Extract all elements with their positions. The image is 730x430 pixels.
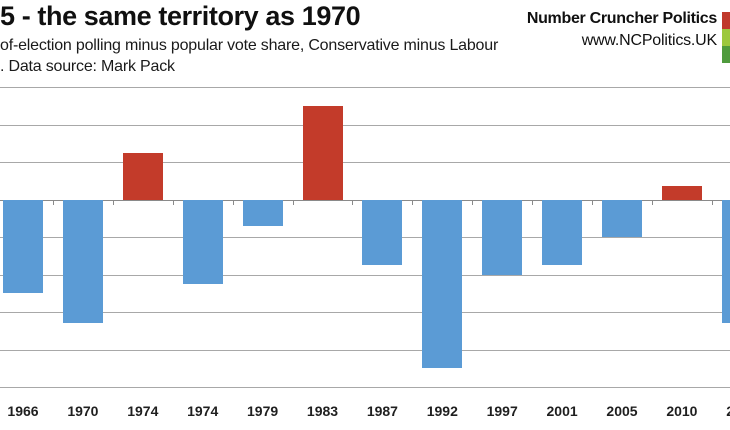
gridline xyxy=(0,387,730,388)
axis-tick xyxy=(232,199,234,205)
gridline xyxy=(0,162,730,163)
axis-tick xyxy=(472,199,474,205)
x-label-1974: 1974 xyxy=(127,403,159,419)
bar-2005 xyxy=(602,199,642,237)
brand-block: Number Cruncher Politics www.NCPolitics.… xyxy=(527,8,717,51)
x-label-1983: 1983 xyxy=(306,403,339,419)
axis-tick xyxy=(52,199,54,205)
bar-1983 xyxy=(302,105,343,200)
axis-tick xyxy=(292,199,294,205)
bar-2015 xyxy=(721,199,730,324)
brand-logo-icon xyxy=(722,12,730,63)
x-label-2001: 2001 xyxy=(546,403,578,419)
gridline xyxy=(0,274,730,276)
x-label-1966: 1966 xyxy=(7,403,39,419)
chart-subtitle: of-election polling minus popular vote s… xyxy=(0,37,499,54)
brand-logo-block-2 xyxy=(722,46,730,63)
bar-1987 xyxy=(362,199,403,266)
bar-1979 xyxy=(242,199,283,226)
x-label-2015: 2015 xyxy=(707,403,730,419)
page-title: 5 - the same territory as 1970 xyxy=(0,1,361,31)
bar-1974 xyxy=(182,199,223,284)
axis-tick xyxy=(592,199,594,205)
brand-logo-block-0 xyxy=(722,12,730,29)
bar-1997 xyxy=(482,199,523,275)
axis-tick xyxy=(412,199,414,205)
bar-2001 xyxy=(542,199,583,266)
bar-1974 xyxy=(122,152,163,200)
bar-1970 xyxy=(62,199,103,324)
bar-1966 xyxy=(3,199,43,294)
gridline xyxy=(0,349,730,351)
chart-source-note: . Data source: Mark Pack xyxy=(0,58,175,75)
x-label-2010: 2010 xyxy=(666,403,698,419)
axis-tick xyxy=(352,199,354,205)
bar-1992 xyxy=(422,199,463,369)
brand-url: www.NCPolitics.UK xyxy=(581,32,717,49)
axis-tick xyxy=(112,199,114,205)
x-label-1974: 1974 xyxy=(187,403,219,419)
axis-tick xyxy=(711,199,713,205)
x-label-1992: 1992 xyxy=(426,403,458,419)
x-label-1970: 1970 xyxy=(67,403,99,419)
bar-2010 xyxy=(661,186,702,200)
gridline xyxy=(0,124,730,126)
axis-tick xyxy=(651,199,653,205)
axis-tick xyxy=(532,199,534,205)
x-label-1987: 1987 xyxy=(366,403,398,419)
axis-tick xyxy=(172,199,174,205)
gridline xyxy=(0,87,730,88)
gridline xyxy=(0,312,730,313)
x-label-1997: 1997 xyxy=(486,403,518,419)
brand-name: Number Cruncher Politics xyxy=(526,10,717,27)
brand-logo-block-1 xyxy=(722,29,730,46)
x-label-1979: 1979 xyxy=(247,403,279,419)
x-label-2005: 2005 xyxy=(606,403,638,419)
